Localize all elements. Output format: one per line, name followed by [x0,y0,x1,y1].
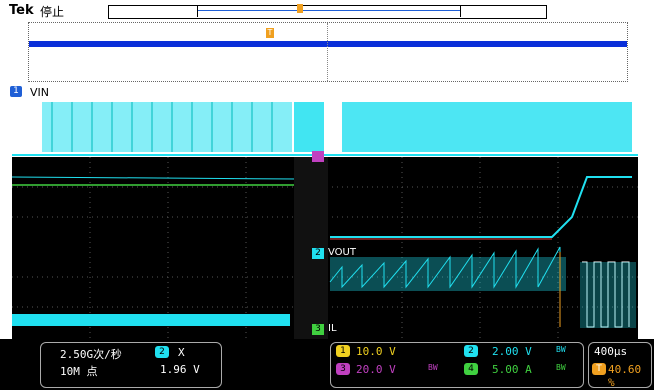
trigger-point-icon: T [266,28,274,38]
top-status-bar: Tek 停止 [0,0,654,22]
trigger-position-badge: T [592,363,606,375]
overview-waveform [28,22,628,82]
ch3-scale: 20.0 V [356,363,396,376]
ch2-marker[interactable]: 2 [312,248,324,259]
record-position-bar[interactable] [108,5,547,19]
ch2-badge: 2 [464,345,478,357]
ch2-bw-limit: BW [556,345,566,354]
trigger-position: 40.60 % [608,363,642,389]
acquisition-status: 停止 [40,5,65,19]
ch2-scale: 2.00 V [492,345,532,358]
acquisition-readout[interactable] [40,342,222,388]
timebase-readout[interactable] [588,342,652,388]
record-view-window[interactable] [197,5,461,17]
brand-logo: Tek [9,3,34,18]
overview-trace [29,41,627,47]
ch3-marker-lower[interactable]: 3 [312,324,324,335]
record-length: 10M 点 [60,365,98,378]
readout-panel: 2.50G次/秒 10M 点 2 X 1.96 V 1 10.0 V 2 2.0… [0,339,654,390]
trigger-source-badge: 2 [155,346,169,358]
ch4-bw-limit: BW [556,363,566,372]
ch3-label: IL [328,323,337,334]
ch4-scale: 5.00 A [492,363,532,376]
main-waveform-display: 2 VOUT 3 IL [12,97,638,339]
trigger-slope-icon: X [178,346,185,359]
ch3-bw-limit: BW [428,363,438,372]
sample-rate: 2.50G次/秒 [60,348,122,361]
trigger-position-marker [297,4,303,13]
timebase-scale: 400µs [594,345,628,358]
ch2-label: VOUT [328,247,356,258]
trigger-level: 1.96 V [160,363,200,376]
ch1-marker[interactable]: 1 [10,86,22,97]
ch1-label: VIN [30,86,49,99]
ch3-badge: 3 [336,363,350,375]
waveform-graticule [12,97,638,339]
ch3-marker[interactable] [312,151,324,162]
channel-scale-readout[interactable] [330,342,584,388]
ch1-scale: 10.0 V [356,345,396,358]
ch1-badge: 1 [336,345,350,357]
ch4-badge: 4 [464,363,478,375]
